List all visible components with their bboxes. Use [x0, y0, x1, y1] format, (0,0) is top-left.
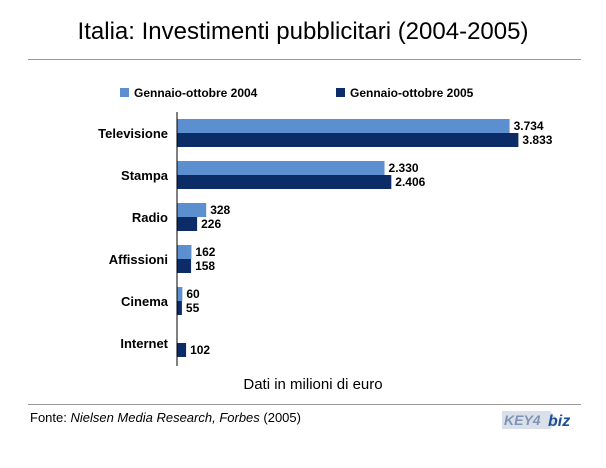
category-label: Stampa — [121, 168, 169, 183]
bar-2005 — [177, 259, 192, 273]
legend-label-2: Gennaio-ottobre 2005 — [350, 86, 474, 100]
source-prefix: Fonte: — [30, 410, 71, 425]
bar-2004 — [177, 119, 510, 133]
value-label: 162 — [195, 245, 215, 259]
legend-swatch-1 — [120, 88, 129, 97]
legend-swatch-2 — [336, 88, 345, 97]
key4biz-logo: KEY4 biz — [500, 408, 580, 437]
source-note: Fonte: Nielsen Media Research, Forbes (2… — [30, 410, 301, 425]
x-axis-label: Dati in milioni di euro — [243, 376, 382, 393]
source-suffix: (2005) — [259, 410, 301, 425]
bar-2005 — [177, 133, 519, 147]
value-label: 3.734 — [514, 119, 544, 133]
category-label: Affissioni — [109, 252, 168, 267]
value-label: 3.833 — [522, 133, 552, 147]
value-label: 102 — [190, 343, 210, 357]
bar-2004 — [177, 287, 183, 301]
value-label: 55 — [186, 301, 200, 315]
value-label: 2.330 — [389, 161, 419, 175]
category-label: Radio — [132, 210, 168, 225]
bar-2004 — [177, 245, 192, 259]
bar-2005 — [177, 301, 182, 315]
logo-text-right: biz — [548, 413, 570, 430]
category-label: Internet — [120, 336, 168, 351]
bar-2004 — [177, 161, 385, 175]
logo-text-left: KEY4 — [504, 412, 541, 428]
legend-label-1: Gennaio-ottobre 2004 — [134, 86, 258, 100]
bar-2004 — [177, 203, 207, 217]
category-label: Cinema — [121, 294, 169, 309]
value-label: 158 — [195, 259, 215, 273]
bar-2005 — [177, 217, 198, 231]
value-label: 60 — [186, 287, 200, 301]
bar-2005 — [177, 175, 392, 189]
value-label: 2.406 — [395, 175, 425, 189]
category-label: Televisione — [98, 126, 168, 141]
value-label: 328 — [210, 203, 230, 217]
source-name: Nielsen Media Research, Forbes — [70, 410, 260, 425]
value-label: 226 — [201, 217, 221, 231]
top-divider — [28, 59, 581, 60]
bottom-divider — [28, 404, 581, 405]
bar-2005 — [177, 343, 187, 357]
chart-title: Italia: Investimenti pubblicitari (2004-… — [77, 18, 529, 45]
